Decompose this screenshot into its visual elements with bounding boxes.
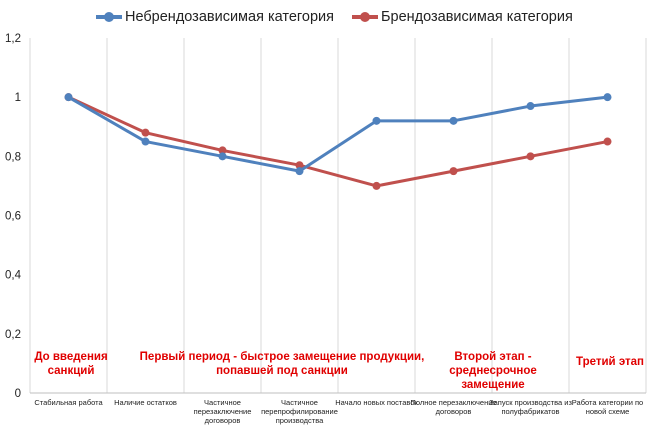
series-2-point [141, 128, 150, 137]
y-tick-label: 0,4 [5, 270, 22, 282]
x-tick-label: Начало новых поставок [335, 398, 418, 407]
series-1-point [64, 93, 73, 102]
y-tick-label: 0,6 [5, 211, 21, 223]
annotation-third-stage: Третий этап [576, 356, 644, 368]
series-1-point [218, 152, 227, 161]
y-tick-label: 0,2 [5, 329, 21, 341]
x-tick-label: Запуск производства из полуфабрикатов [489, 398, 572, 416]
x-tick-label: Полное перезаключение договоров [410, 398, 496, 416]
series-1-point [295, 167, 304, 176]
annotation-before-sanctions: До введения санкций [34, 351, 108, 377]
series-2-point [372, 181, 381, 190]
series-2-point [449, 167, 458, 176]
series-1-point [526, 102, 535, 111]
series-2-point [218, 146, 227, 155]
legend-label-series-2: Брендозависимая категория [381, 9, 573, 25]
series-1-point [449, 116, 458, 125]
series-1-point [603, 93, 612, 102]
series-line-1 [67, 95, 609, 173]
legend-swatch-series-2 [352, 12, 378, 22]
y-tick-label: 1 [15, 92, 21, 104]
x-tick-label: Наличие остатков [114, 398, 177, 407]
legend-item-series-1: Небрендозависимая категория [96, 6, 334, 28]
legend-item-series-2: Брендозависимая категория [352, 6, 573, 28]
series-1-point [141, 137, 150, 146]
x-tick-label: Частичное перезаключение договоров [194, 398, 252, 425]
series-2-point [295, 161, 304, 170]
series-2-point [526, 152, 535, 161]
y-tick-label: 0,8 [5, 151, 21, 163]
legend-swatch-series-1 [96, 12, 122, 22]
y-tick-label: 1,2 [5, 33, 21, 45]
legend: Небрендозависимая категория Брендозависи… [0, 6, 655, 28]
legend-label-series-1: Небрендозависимая категория [125, 9, 334, 25]
series-line-2 [67, 95, 609, 188]
x-tick-label: Частичное перепрофилирование производства [261, 398, 338, 425]
annotation-first-period: Первый период - быстрое замещение продук… [139, 351, 425, 377]
x-tick-label: Стабильная работа [34, 398, 103, 407]
y-tick-label: 0 [15, 388, 21, 400]
series-2-point [603, 137, 612, 146]
x-tick-label: Работа категории по новой схеме [572, 398, 643, 416]
series-1-point [372, 116, 381, 125]
annotation-second-stage: Второй этап - среднесрочное замещение [449, 351, 537, 391]
